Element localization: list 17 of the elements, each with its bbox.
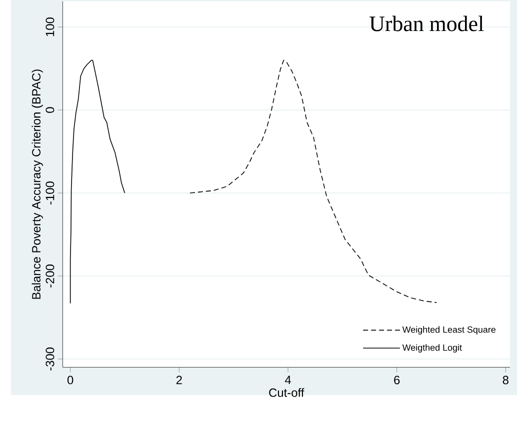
y-tick-label: -200 [46,264,54,288]
legend-label: Weighted Least Square [402,326,496,335]
x-tick-label: 4 [284,376,291,384]
y-tick-label: 100 [46,18,54,36]
x-axis-title: Cut-off [269,388,304,397]
line-series [70,60,126,304]
y-axis-title: Balance Poverty Accuracy Criterion (BPAC) [32,70,43,299]
y-tick-label: 0 [46,107,54,113]
line-series [190,60,437,303]
x-tick-label: 2 [176,376,182,384]
x-tick-label: 6 [394,376,400,384]
y-tick-label: -300 [46,348,54,370]
x-tick-label: 8 [502,376,508,384]
annotation: Urban model [370,16,484,32]
legend-label: Weigthed Logit [402,344,462,352]
y-tick-label: -100 [46,182,54,204]
x-tick-label: 0 [67,376,74,384]
